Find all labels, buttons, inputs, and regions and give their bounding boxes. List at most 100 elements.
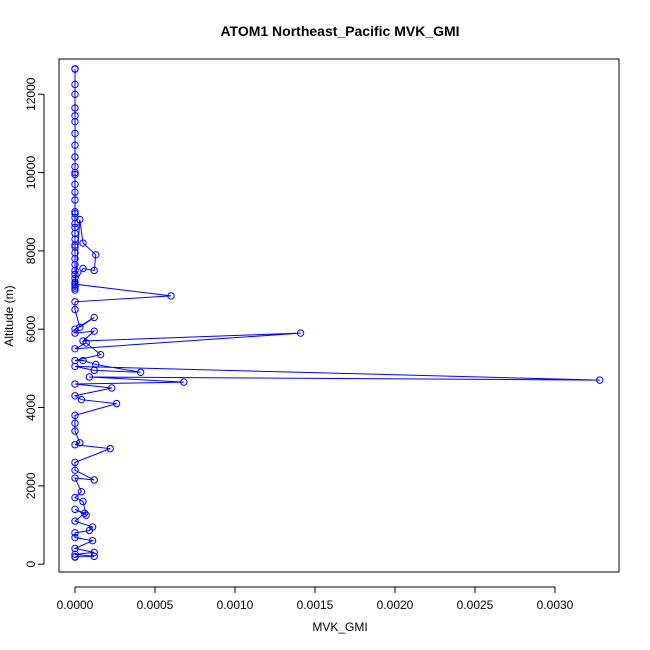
data-point (71, 260, 79, 269)
data-point (71, 241, 79, 249)
data-point (71, 274, 79, 282)
data-point (71, 517, 79, 525)
data-point (71, 117, 79, 126)
data-point (76, 439, 84, 447)
data-point (76, 215, 84, 224)
data-point (71, 305, 79, 314)
data-point (106, 444, 114, 453)
data-point (108, 384, 116, 392)
data-point (71, 223, 79, 232)
data-point (71, 427, 79, 435)
data-point (71, 196, 79, 204)
data-point (71, 141, 79, 149)
data-point (77, 488, 86, 496)
data-point (71, 284, 79, 292)
data-point (71, 219, 79, 228)
data-point (96, 350, 105, 359)
data-point (71, 392, 79, 400)
data-point (180, 378, 188, 386)
data-point (71, 249, 79, 257)
data-point (85, 373, 94, 381)
data-point (71, 170, 79, 179)
data-point (71, 266, 79, 275)
data-point (79, 356, 87, 365)
data-point (71, 188, 79, 196)
data-point (71, 162, 79, 171)
x-tick-label: 0.0015 (297, 598, 334, 612)
y-tick-label: 6000 (24, 316, 38, 343)
data-point (71, 533, 79, 542)
data-point (90, 548, 98, 557)
x-tick-label: 0.0010 (217, 598, 254, 612)
data-point (80, 509, 89, 517)
data-point (90, 266, 98, 275)
data-point (596, 376, 604, 384)
data-point (71, 550, 79, 559)
data-point (71, 168, 79, 177)
data-point (136, 368, 145, 376)
data-point (71, 90, 79, 98)
plot-frame (58, 58, 620, 573)
data-point (71, 65, 79, 73)
x-tick-label: 0.0000 (57, 598, 94, 612)
data-point (167, 292, 175, 300)
chart-title: ATOM1 Northeast_Pacific MVK_GMI (220, 23, 459, 39)
x-axis-label: MVK_GMI (312, 620, 367, 634)
data-point (112, 399, 121, 408)
x-tick-label: 0.0020 (377, 598, 414, 612)
data-point (77, 395, 86, 404)
x-tick-label: 0.0030 (537, 598, 574, 612)
data-point (71, 356, 79, 365)
data-point (79, 264, 87, 273)
data-point (71, 458, 79, 467)
data-point (71, 112, 79, 120)
data-point (71, 529, 79, 537)
data-point (90, 327, 98, 335)
data-point (71, 270, 79, 279)
data-point (71, 209, 79, 218)
data-point (71, 213, 79, 222)
data-point (71, 298, 79, 306)
data-point (71, 466, 79, 474)
data-point (82, 511, 90, 519)
data-point (79, 239, 87, 247)
data-point (71, 505, 79, 514)
data-point (71, 229, 79, 237)
data-point (71, 411, 79, 420)
data-point (71, 153, 79, 161)
x-axis: 0.0000 0.0005 0.0010 0.0015 0.0020 0.0025 0.00… (57, 586, 574, 612)
data-point (82, 339, 90, 347)
data-point (71, 129, 79, 138)
data-point (71, 544, 79, 553)
data-point (71, 255, 79, 263)
y-tick-label: 12000 (24, 77, 38, 111)
y-tick-label: 0 (24, 561, 38, 568)
y-tick-label: 2000 (24, 472, 38, 499)
data-point (79, 497, 87, 506)
data-point (76, 323, 84, 331)
data-point (71, 104, 79, 112)
data-point (71, 474, 79, 482)
data-point (71, 286, 79, 294)
data-point (90, 552, 98, 561)
data-point (71, 325, 79, 333)
y-axis-label: Altitude (m) (2, 285, 16, 346)
y-axis: 0 2000 4000 6000 8000 10000 12000 (24, 77, 45, 568)
data-point (71, 493, 79, 502)
x-tick-label: 0.0025 (457, 598, 494, 612)
y-tick-label: 8000 (24, 237, 38, 264)
data-point (71, 380, 79, 388)
data-point (71, 180, 79, 189)
data-point (71, 282, 79, 290)
data-point (71, 278, 79, 286)
data-point (71, 208, 79, 216)
data-point (296, 329, 305, 337)
series-layer (71, 65, 604, 561)
y-tick-label: 4000 (24, 394, 38, 421)
data-point (90, 313, 98, 322)
data-point (71, 243, 79, 251)
data-point (71, 329, 79, 337)
series-line (73, 68, 600, 558)
